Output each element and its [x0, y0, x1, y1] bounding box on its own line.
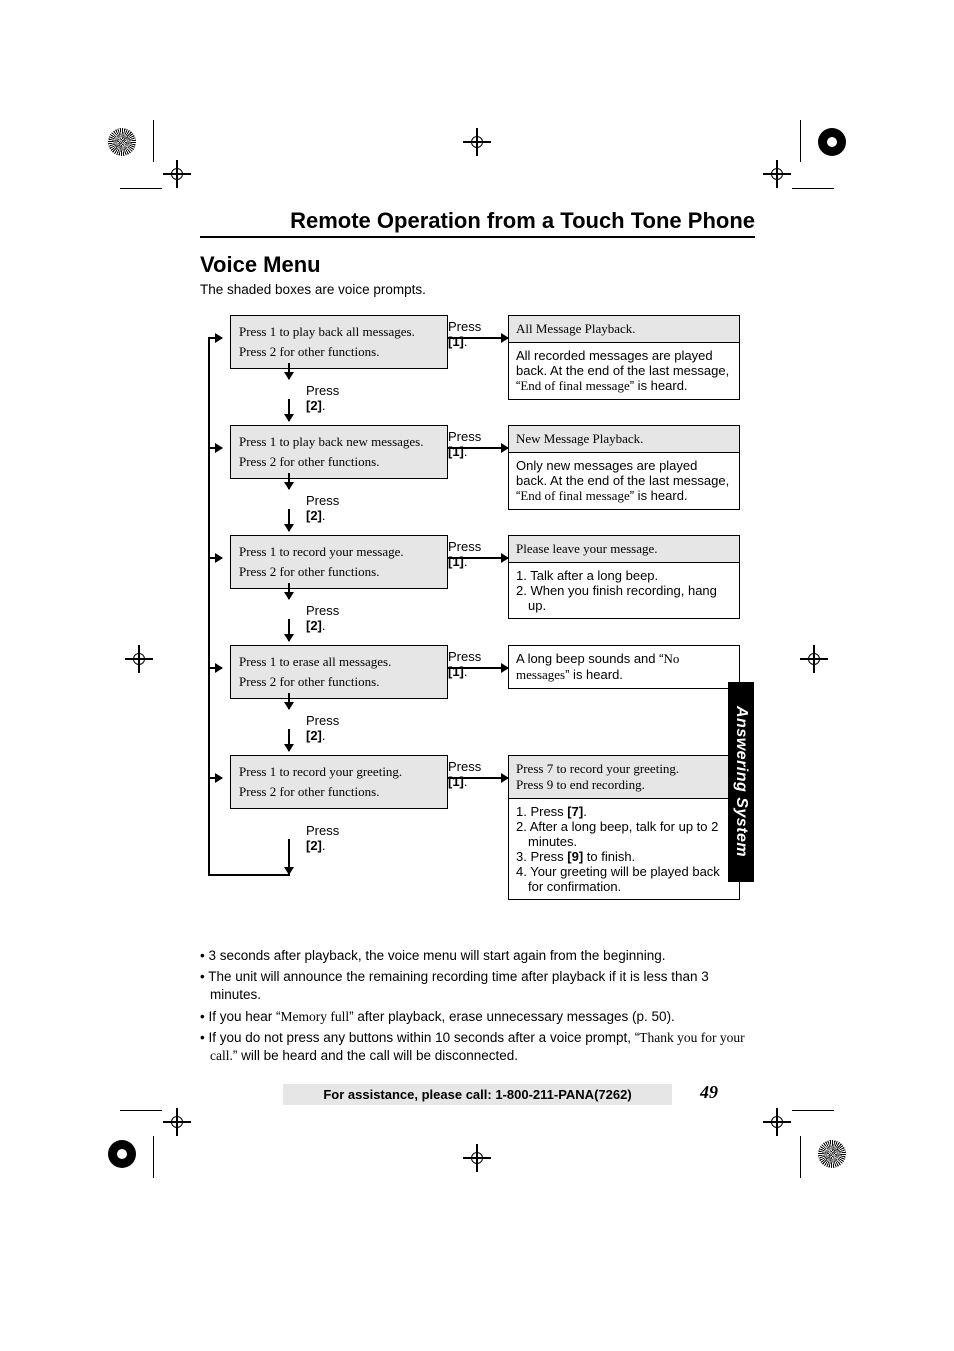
press-2-label: Press [2].	[306, 713, 339, 743]
result-text-serif: End of final message	[520, 488, 629, 503]
note-item: If you do not press any buttons within 1…	[200, 1029, 755, 1065]
arrow-down-icon	[288, 729, 290, 751]
result-text: 4. Your greeting will be played back for…	[516, 864, 732, 894]
press-2-label: Press [2].	[306, 493, 339, 523]
press-2-label: Press [2].	[306, 823, 339, 853]
prompt-line: Press 1 to play back new messages.	[239, 432, 439, 452]
arrow-down-icon	[288, 473, 290, 489]
prompt-line: Press 2 for other functions.	[239, 562, 439, 582]
flow-main-line	[208, 337, 210, 874]
crop-line	[153, 120, 154, 162]
press-1-label: Press [1].	[448, 539, 481, 569]
arrow-down-icon	[288, 583, 290, 599]
crop-line	[800, 120, 801, 162]
crop-cross-icon	[125, 645, 153, 673]
flowchart: Press 1 to play back all messages. Press…	[200, 315, 755, 925]
result-text: 1. Talk after a long beep.	[516, 568, 732, 583]
crop-cross-icon	[763, 160, 791, 188]
prompt-line: Press 2 for other functions.	[239, 782, 439, 802]
result-text: ” is heard.	[565, 667, 623, 682]
prompt-line: Press 1 to record your greeting.	[239, 762, 439, 782]
crop-line	[792, 1110, 834, 1111]
page-title: Remote Operation from a Touch Tone Phone	[200, 208, 755, 238]
arrow-down-icon	[288, 619, 290, 641]
reg-mark-icon	[108, 1140, 136, 1168]
arrow-down-icon	[288, 839, 290, 874]
result-box: All Message Playback. All recorded messa…	[508, 315, 740, 400]
crop-cross-icon	[763, 1108, 791, 1136]
crop-cross-icon	[163, 1108, 191, 1136]
result-heading: Press 7 to record your greeting. Press 9…	[509, 756, 739, 799]
voice-prompt-box: Press 1 to play back new messages. Press…	[230, 425, 448, 479]
voice-prompt-box: Press 1 to record your greeting. Press 2…	[230, 755, 448, 809]
result-text: ” is heard.	[630, 378, 688, 393]
result-text: A long beep sounds and “	[516, 651, 663, 666]
result-text: 1. Press [7].	[516, 804, 732, 819]
press-1-label: Press [1].	[448, 759, 481, 789]
arrow-down-icon	[288, 509, 290, 531]
crop-line	[800, 1136, 801, 1178]
prompt-line: Press 2 for other functions.	[239, 672, 439, 692]
crop-line	[792, 188, 834, 189]
arrow-right-icon	[208, 447, 222, 449]
result-text: 2. After a long beep, talk for up to 2 m…	[516, 819, 732, 849]
voice-prompt-box: Press 1 to record your message. Press 2 …	[230, 535, 448, 589]
page-content: Remote Operation from a Touch Tone Phone…	[200, 208, 755, 1068]
section-tab: Answering System	[728, 682, 754, 882]
prompt-line: Press 1 to erase all messages.	[239, 652, 439, 672]
result-heading: Please leave your message.	[509, 536, 739, 563]
press-2-label: Press [2].	[306, 383, 339, 413]
result-box: New Message Playback. Only new messages …	[508, 425, 740, 510]
press-1-label: Press [1].	[448, 319, 481, 349]
prompt-line: Press 1 to record your message.	[239, 542, 439, 562]
result-box: A long beep sounds and “No messages” is …	[508, 645, 740, 689]
arrow-down-icon	[288, 693, 290, 709]
result-box: Press 7 to record your greeting. Press 9…	[508, 755, 740, 900]
result-text: 2. When you finish recording, hang up.	[516, 583, 732, 613]
section-title: Voice Menu	[200, 252, 755, 278]
result-head-line: Press 7 to record your greeting.	[516, 761, 732, 777]
section-tab-label: Answering System	[732, 706, 750, 857]
crop-cross-icon	[163, 160, 191, 188]
reg-mark-icon	[818, 1140, 846, 1168]
intro-text: The shaded boxes are voice prompts.	[200, 282, 755, 297]
press-1-label: Press [1].	[448, 429, 481, 459]
note-item: 3 seconds after playback, the voice menu…	[200, 947, 755, 965]
crop-cross-icon	[463, 128, 491, 156]
result-heading: New Message Playback.	[509, 426, 739, 453]
flow-loop-line	[208, 874, 290, 876]
crop-cross-icon	[800, 645, 828, 673]
press-2-label: Press [2].	[306, 603, 339, 633]
reg-mark-icon	[818, 128, 846, 156]
prompt-line: Press 1 to play back all messages.	[239, 322, 439, 342]
press-1-label: Press [1].	[448, 649, 481, 679]
result-text: 3. Press [9] to finish.	[516, 849, 732, 864]
voice-prompt-box: Press 1 to erase all messages. Press 2 f…	[230, 645, 448, 699]
arrow-right-icon	[208, 337, 222, 339]
arrow-down-icon	[288, 399, 290, 421]
result-box: Please leave your message. 1. Talk after…	[508, 535, 740, 619]
arrow-down-icon	[288, 363, 290, 379]
result-heading: All Message Playback.	[509, 316, 739, 343]
crop-line	[120, 188, 162, 189]
assistance-text: For assistance, please call: 1-800-211-P…	[283, 1084, 671, 1105]
note-item: The unit will announce the remaining rec…	[200, 968, 755, 1004]
notes-list: 3 seconds after playback, the voice menu…	[200, 947, 755, 1065]
crop-line	[153, 1136, 154, 1178]
arrow-right-icon	[208, 557, 222, 559]
result-head-line: Press 9 to end recording.	[516, 777, 732, 793]
reg-mark-icon	[108, 128, 136, 156]
prompt-line: Press 2 for other functions.	[239, 342, 439, 362]
crop-line	[120, 1110, 162, 1111]
crop-cross-icon	[463, 1144, 491, 1172]
arrow-right-icon	[208, 777, 222, 779]
prompt-line: Press 2 for other functions.	[239, 452, 439, 472]
result-text-serif: End of final message	[520, 378, 629, 393]
footer: For assistance, please call: 1-800-211-P…	[200, 1084, 755, 1105]
page-number: 49	[700, 1082, 718, 1103]
result-text: ” is heard.	[630, 488, 688, 503]
note-item: If you hear “Memory full” after playback…	[200, 1008, 755, 1026]
voice-prompt-box: Press 1 to play back all messages. Press…	[230, 315, 448, 369]
arrow-right-icon	[208, 667, 222, 669]
